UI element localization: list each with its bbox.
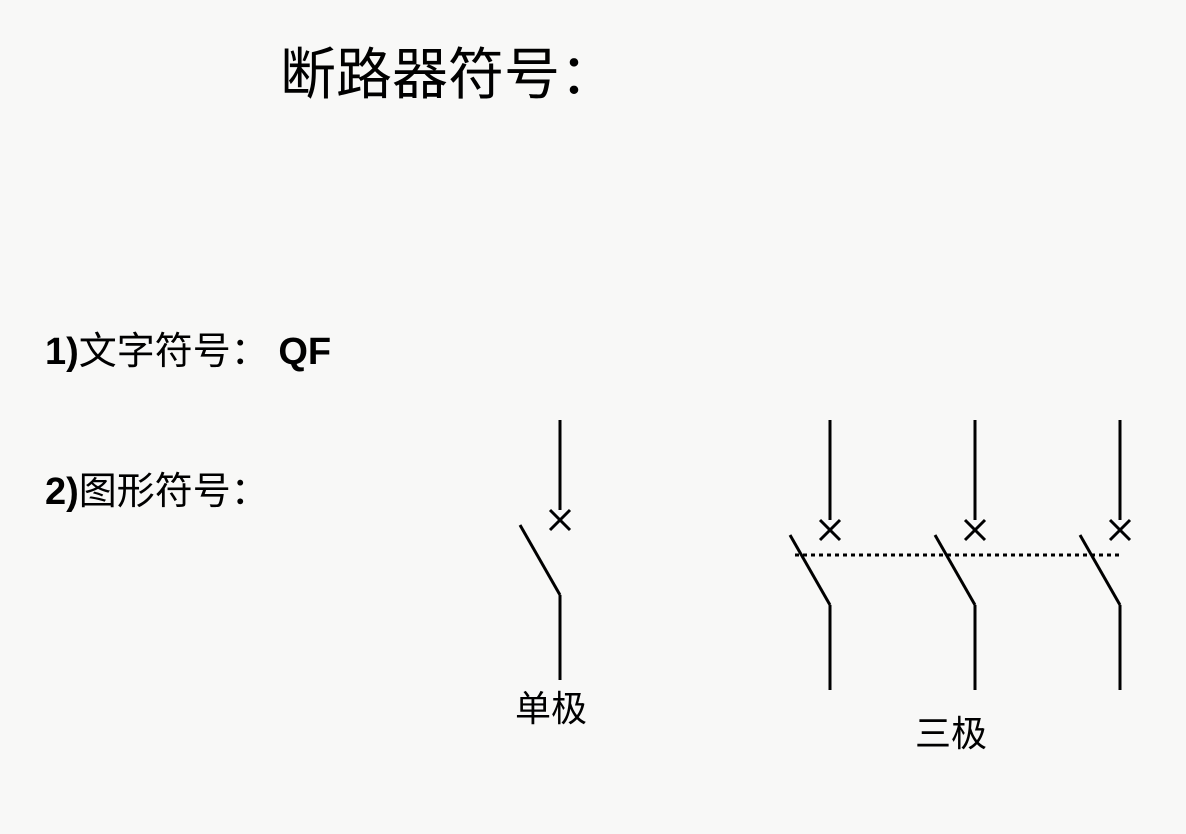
page-title: 断路器符号：	[280, 30, 616, 111]
breaker-diagram	[0, 0, 1186, 834]
item-2-label: 图形符号：	[79, 471, 269, 513]
label-single-pole: 单极	[515, 680, 587, 732]
item-2: 2)图形符号：	[45, 460, 269, 515]
item-2-number: 2)	[45, 471, 79, 513]
item-1-number: 1)	[45, 331, 79, 373]
item-1: 1)文字符号： QF	[45, 320, 331, 375]
item-1-label: 文字符号：	[79, 331, 269, 373]
label-triple-pole: 三极	[915, 705, 987, 757]
item-1-code: QF	[278, 331, 331, 373]
